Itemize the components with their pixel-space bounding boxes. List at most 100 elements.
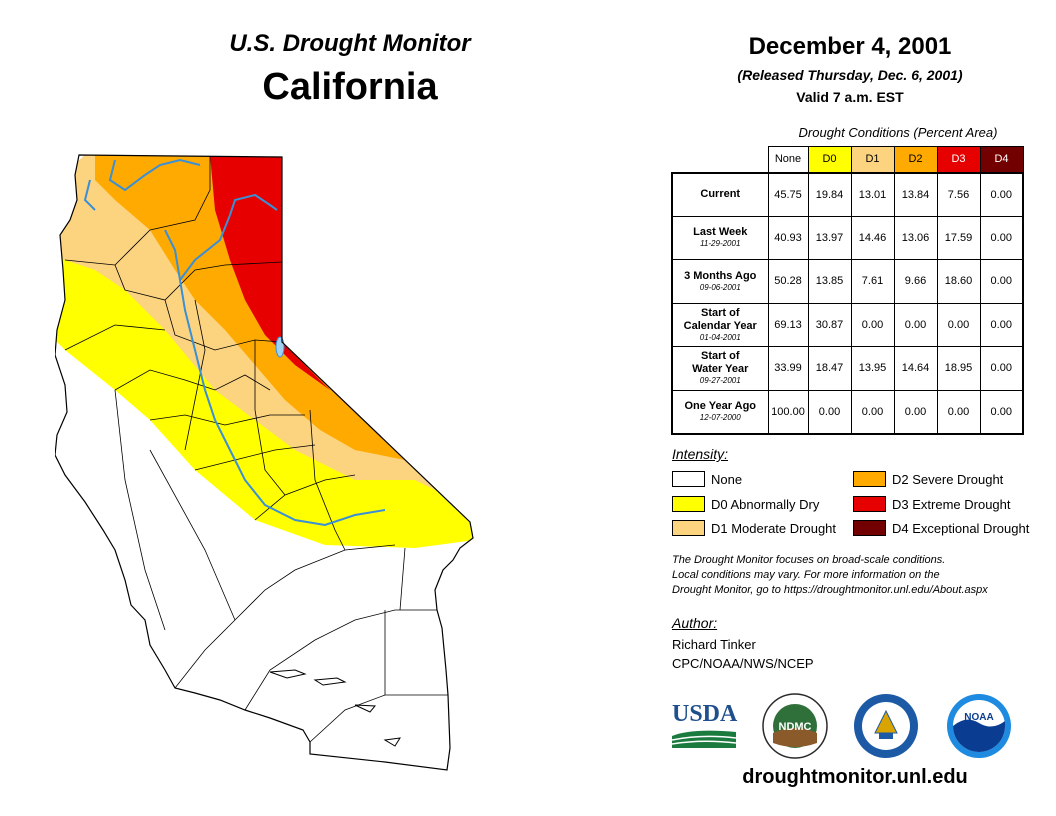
- map-title: California: [262, 66, 438, 108]
- legend-swatch: [853, 496, 886, 512]
- cell-none: 40.93: [767, 215, 809, 260]
- legend-label: D4 Exceptional Drought: [892, 520, 1030, 536]
- row-label: 3 Months Ago 09-06-2001: [671, 259, 769, 304]
- cell-d3: 0.00: [936, 302, 981, 347]
- cell-d1: 0.00: [850, 302, 895, 347]
- legend-swatch: [853, 471, 886, 487]
- cell-d3: 7.56: [936, 171, 981, 217]
- disclaimer-note: The Drought Monitor focuses on broad-sca…: [672, 553, 1042, 598]
- cell-d4: 0.00: [979, 346, 1024, 391]
- usda-logo-hills: [672, 730, 736, 748]
- table-row-last-week: Last Week 11-29-2001 40.93 13.97 14.46 13…: [671, 215, 1024, 260]
- map-date: December 4, 2001: [748, 33, 952, 60]
- cell-d2: 13.06: [893, 215, 938, 260]
- cell-d2: 0.00: [893, 389, 938, 435]
- table-row-start-water-year: Start of Water Year 09-27-2001 33.99 18.47…: [671, 346, 1024, 391]
- cell-none: 33.99: [767, 346, 809, 391]
- legend-item-d2: D2 Severe Drought: [853, 470, 1003, 488]
- cell-d2: 9.66: [893, 259, 938, 304]
- svg-text:NDMC: NDMC: [779, 721, 812, 733]
- cell-d1: 13.95: [850, 346, 895, 391]
- cell-d0: 13.97: [807, 215, 852, 260]
- cell-d4: 0.00: [979, 302, 1024, 347]
- table-header-row: None D0 D1 D2 D3 D4: [672, 146, 1024, 173]
- lake-tahoe: [275, 336, 285, 358]
- legend-label: D3 Extreme Drought: [892, 496, 1011, 512]
- cell-d1: 0.00: [850, 389, 895, 435]
- row-label: Start of Calendar Year 01-04-2001: [671, 302, 769, 347]
- legend-label: None: [711, 471, 743, 487]
- map-subtitle: U.S. Drought Monitor: [229, 30, 471, 57]
- note-link-line[interactable]: Drought Monitor, go to https://droughtmo…: [672, 584, 988, 596]
- row-label: Last Week 11-29-2001: [671, 215, 769, 260]
- cell-d3: 18.60: [936, 259, 981, 304]
- author-heading: Author:: [672, 615, 718, 631]
- cell-d4: 0.00: [979, 171, 1024, 217]
- note-line: Local conditions may vary. For more info…: [672, 569, 940, 581]
- legend-item-d4: D4 Exceptional Drought: [853, 519, 1029, 537]
- commerce-seal-icon: [854, 694, 918, 758]
- cell-d3: 0.00: [936, 389, 981, 435]
- cell-d2: 14.64: [893, 346, 938, 391]
- table-caption: Drought Conditions (Percent Area): [798, 125, 998, 140]
- cell-d3: 17.59: [936, 215, 981, 260]
- release-date: (Released Thursday, Dec. 6, 2001): [737, 67, 963, 83]
- col-header-none: None: [767, 146, 809, 173]
- row-label: Start of Water Year 09-27-2001: [671, 346, 769, 391]
- cell-d4: 0.00: [979, 259, 1024, 304]
- cell-d0: 0.00: [807, 389, 852, 435]
- drought-conditions-table: None D0 D1 D2 D3 D4 Current 45.75 19.84 …: [671, 146, 1024, 435]
- legend-title: Intensity:: [672, 446, 729, 462]
- cell-none: 100.00: [767, 389, 809, 435]
- cell-d0: 13.85: [807, 259, 852, 304]
- table-row-current: Current 45.75 19.84 13.01 13.84 7.56 0.0…: [671, 171, 1024, 217]
- legend-item-d1: D1 Moderate Drought: [672, 519, 836, 537]
- valid-time: Valid 7 a.m. EST: [796, 89, 904, 105]
- legend-swatch: [672, 496, 705, 512]
- legend-label: D1 Moderate Drought: [711, 520, 837, 536]
- usda-logo: USDA: [672, 701, 738, 727]
- legend-item-d3: D3 Extreme Drought: [853, 495, 1011, 513]
- legend-swatch: [672, 520, 705, 536]
- website-link[interactable]: droughtmonitor.unl.edu: [742, 766, 968, 788]
- noaa-logo: NOAA: [947, 694, 1011, 758]
- cell-d0: 18.47: [807, 346, 852, 391]
- header-blank: [672, 147, 768, 173]
- col-header-d3: D3: [936, 146, 981, 173]
- author-org: CPC/NOAA/NWS/NCEP: [672, 656, 814, 671]
- rivers: [83, 158, 386, 527]
- cell-d0: 30.87: [807, 302, 852, 347]
- cell-d4: 0.00: [979, 389, 1024, 435]
- legend-item-none: None: [672, 470, 742, 488]
- row-label: Current: [671, 171, 769, 217]
- col-header-d2: D2: [893, 146, 938, 173]
- cell-d1: 7.61: [850, 259, 895, 304]
- cell-d4: 0.00: [979, 215, 1024, 260]
- table-row-one-year-ago: One Year Ago 12-07-2000 100.00 0.00 0.00 …: [671, 389, 1024, 435]
- cell-d2: 0.00: [893, 302, 938, 347]
- california-drought-map: [55, 154, 474, 771]
- legend-swatch: [853, 520, 886, 536]
- row-label: One Year Ago 12-07-2000: [671, 389, 769, 435]
- col-header-d4: D4: [979, 146, 1024, 173]
- channel-islands: [269, 669, 401, 747]
- col-header-d1: D1: [850, 146, 895, 173]
- legend-item-d0: D0 Abnormally Dry: [672, 495, 819, 513]
- col-header-d0: D0: [807, 146, 852, 173]
- legend-label: D2 Severe Drought: [892, 471, 1004, 487]
- cell-none: 50.28: [767, 259, 809, 304]
- cell-d0: 19.84: [807, 171, 852, 217]
- d3-region: [210, 155, 330, 390]
- table-row-3-months-ago: 3 Months Ago 09-06-2001 50.28 13.85 7.61 …: [671, 259, 1024, 304]
- table-row-start-calendar-year: Start of Calendar Year 01-04-2001 69.13 30…: [671, 302, 1024, 347]
- author-name: Richard Tinker: [672, 637, 756, 652]
- cell-d2: 13.84: [893, 171, 938, 217]
- ndmc-logo: NDMC: [762, 693, 828, 759]
- cell-none: 45.75: [767, 171, 809, 217]
- note-line: The Drought Monitor focuses on broad-sca…: [672, 554, 946, 566]
- cell-d3: 18.95: [936, 346, 981, 391]
- cell-none: 69.13: [767, 302, 809, 347]
- cell-d1: 13.01: [850, 171, 895, 217]
- legend-swatch: [672, 471, 705, 487]
- svg-text:NOAA: NOAA: [964, 712, 993, 723]
